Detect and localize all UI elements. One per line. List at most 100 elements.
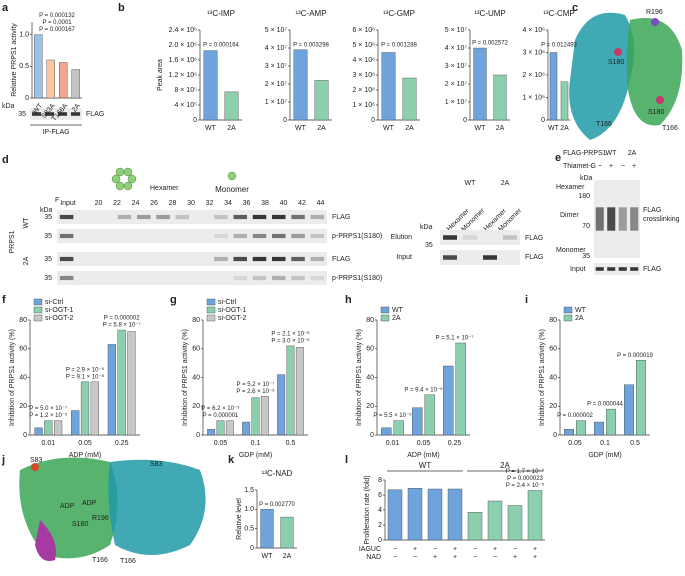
panel-label: f xyxy=(2,294,6,306)
sign: + xyxy=(609,163,613,170)
y-tick-label: 2 × 10⁷ xyxy=(445,81,468,88)
fraction-label: 40 xyxy=(280,200,288,207)
band xyxy=(214,214,228,220)
marker: 35 xyxy=(18,111,26,118)
band xyxy=(272,214,286,220)
y-tick-label: 1 × 10⁷ xyxy=(445,99,468,106)
bar xyxy=(473,47,487,121)
monomer-label: Monomer xyxy=(215,185,249,194)
band xyxy=(291,256,305,262)
y-tick-label: 0 xyxy=(283,117,287,124)
x-tick-label: 2A xyxy=(496,125,505,132)
side-genotype: 2A xyxy=(501,180,510,187)
bar xyxy=(447,488,463,541)
p-value: P = 0.000002 xyxy=(104,316,140,322)
band xyxy=(272,275,286,281)
fraction-label: 44 xyxy=(317,200,325,207)
sign: − xyxy=(621,163,625,170)
band xyxy=(233,233,247,239)
bar xyxy=(560,81,569,121)
group-label: WT xyxy=(419,461,432,470)
p-value: P = 0.0001 xyxy=(42,20,72,26)
bar xyxy=(467,512,483,541)
y-tick-label: 20 xyxy=(192,403,200,410)
kda-label: kDa xyxy=(2,103,15,110)
bar xyxy=(407,488,423,541)
band xyxy=(310,214,325,220)
panel-label: i xyxy=(525,294,528,306)
band xyxy=(310,256,325,262)
bar xyxy=(293,49,308,121)
bar xyxy=(549,52,558,121)
y-tick-label: 5 × 10⁷ xyxy=(265,27,288,34)
y-tick-label: 8 xyxy=(378,477,382,484)
x-tick-label: WT xyxy=(475,125,487,132)
band xyxy=(291,275,305,281)
marker: 35 xyxy=(582,253,590,260)
blot xyxy=(57,229,327,243)
x-tick-label: 0.05 xyxy=(78,440,92,447)
y-tick-label: 4 × 10⁵ xyxy=(174,102,197,109)
fraction-label: 36 xyxy=(243,200,251,207)
y-tick-label: 0 xyxy=(371,117,375,124)
y-axis-label: Relative level xyxy=(236,498,243,540)
blot xyxy=(30,108,82,120)
x-tick-label: 0.01 xyxy=(386,440,400,447)
blot-label: FLAG xyxy=(332,214,350,221)
y-tick-label: 2 × 10⁷ xyxy=(265,81,288,88)
marker: 35 xyxy=(425,242,433,249)
y-axis-label: Inhibition of PRPS1 activity (%) xyxy=(356,329,363,426)
condition-sign: + xyxy=(493,546,497,553)
x-tick-label: 0.5 xyxy=(630,440,640,447)
y-tick-label: 60 xyxy=(366,346,374,353)
condition-sign: + xyxy=(533,554,537,561)
chart-title: ¹³C-GMP xyxy=(383,9,415,18)
y-tick-label: 0.5 xyxy=(19,63,29,70)
bar xyxy=(54,420,63,436)
condition-sign: + xyxy=(453,546,457,553)
p-value: P = 5.5 × 10⁻⁵ xyxy=(373,412,412,419)
condition-sign: + xyxy=(433,554,437,561)
fraction-label: 42 xyxy=(298,200,306,207)
y-tick-label: 0 xyxy=(250,545,254,552)
bar xyxy=(207,429,216,436)
bar xyxy=(576,420,587,436)
fraction-label: 32 xyxy=(206,200,214,207)
bar xyxy=(564,429,575,436)
sign: − xyxy=(598,163,602,170)
condition-sign: − xyxy=(473,554,477,561)
marker: 35 xyxy=(44,233,52,240)
fraction-label: 22 xyxy=(113,200,121,207)
band xyxy=(252,214,267,220)
site-label: T166 xyxy=(120,558,136,565)
y-tick-label: 5 × 10⁶ xyxy=(352,42,375,49)
p-value: P = 0.000132 xyxy=(39,13,75,19)
blot-label: FLAG xyxy=(525,254,543,261)
band xyxy=(291,214,305,220)
p-value: P = 0.000164 xyxy=(203,43,239,49)
x-tick-label: WT xyxy=(295,125,307,132)
site-label: ADP xyxy=(82,500,97,507)
x-axis-label: GDP (mM) xyxy=(239,452,272,459)
band xyxy=(31,112,42,116)
site-label: ADP xyxy=(60,503,75,510)
x-tick-label: 2A xyxy=(560,125,569,132)
panel-label: d xyxy=(2,154,9,166)
band xyxy=(252,256,267,262)
blot-label: FLAG xyxy=(525,235,543,242)
panel-label: c xyxy=(572,2,578,14)
site-label: S180 xyxy=(608,59,624,66)
bar xyxy=(381,52,396,121)
site-label: S180 xyxy=(72,521,88,528)
y-tick-label: 0 xyxy=(541,117,545,124)
p-value: P = 2.6 × 10⁻⁵ xyxy=(236,388,275,395)
y-tick-label: 4 × 10⁶ xyxy=(352,57,375,64)
bar xyxy=(286,345,295,436)
y-tick-label: 1.6 × 10⁶ xyxy=(169,57,197,64)
sign: + xyxy=(632,163,636,170)
y-tick-label: 4 × 10⁷ xyxy=(265,45,288,52)
bar xyxy=(225,420,234,436)
fraction-label: 38 xyxy=(261,200,269,207)
p-value: P = 1.2 × 10⁻⁵ xyxy=(29,412,68,419)
legend-label: si-OGT-1 xyxy=(218,307,246,314)
